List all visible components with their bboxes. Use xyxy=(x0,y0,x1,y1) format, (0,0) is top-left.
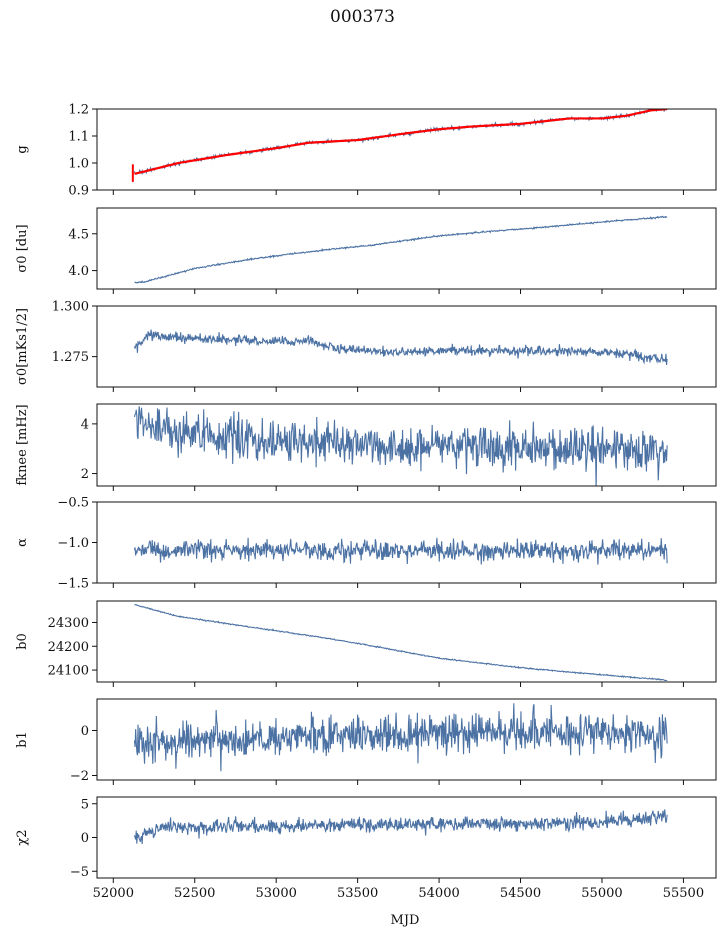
y-axis-label-alpha: α xyxy=(15,538,30,547)
ytick-label: 5 xyxy=(81,797,89,812)
panel-frame-sigma0-du xyxy=(96,207,717,290)
ytick-label: 4 xyxy=(81,417,89,432)
series-line-sigma0-mk xyxy=(133,329,668,365)
fit-line-g xyxy=(134,109,668,175)
series-line-b1 xyxy=(133,703,668,772)
y-axis-label-chi2: χ2 xyxy=(15,829,30,845)
panel-frame-fknee xyxy=(96,403,717,487)
x-axis: 52000 52500 53000 53500 54000 54500 55000 55500 xyxy=(93,886,704,901)
ytick-label: 24200 xyxy=(48,640,89,655)
ytick-label: 24100 xyxy=(48,664,89,679)
ytick-label: 1.2 xyxy=(68,103,89,118)
y-axis-label-sigma0-du: σ0 [du] xyxy=(15,224,30,272)
panel-frame-alpha xyxy=(96,501,717,584)
xtick-label: 54500 xyxy=(500,886,541,901)
series-line-alpha xyxy=(133,537,668,565)
series-line-b0 xyxy=(134,603,668,682)
panel-frame-b1 xyxy=(96,698,717,781)
ytick-label: 1.300 xyxy=(52,300,89,315)
xtick-label: 53000 xyxy=(256,886,297,901)
xtick-label: 54000 xyxy=(418,886,459,901)
panel-frame-b0 xyxy=(96,600,717,683)
ytick-label: 2 xyxy=(81,467,89,482)
ytick-label: 4.0 xyxy=(68,264,89,279)
series-line-chi2 xyxy=(133,809,668,844)
series-line-fknee xyxy=(133,406,668,486)
y-axis-label-sigma0-mk: σ0[mKs1/2] xyxy=(15,308,30,385)
panel-sigma0-mk: 1.275 1.300 σ0[mKs1/2] xyxy=(15,300,717,392)
panel-g: 0.9 1.0 1.1 1.2 g xyxy=(15,103,717,199)
figure-title: 000373 xyxy=(330,7,395,27)
ytick-label: −1.0 xyxy=(57,536,89,551)
panel-frame-sigma0-mk xyxy=(96,305,717,388)
ytick-label: −5 xyxy=(70,865,89,880)
panel-frame-g xyxy=(96,108,717,191)
y-axis-label-g: g xyxy=(15,145,30,153)
panel-frame-chi2 xyxy=(96,796,717,879)
panel-chi2: −5 0 5 χ2 xyxy=(15,796,717,883)
ytick-label: −1.5 xyxy=(57,577,89,592)
y-axis-label-fknee: fknee [mHz] xyxy=(15,404,30,485)
ytick-label: 0.9 xyxy=(68,184,89,199)
ytick-label: 0 xyxy=(81,831,89,846)
ytick-label: 0 xyxy=(81,724,89,739)
xtick-label: 52500 xyxy=(174,886,215,901)
ytick-label: 1.0 xyxy=(68,157,89,172)
panel-b0: 24100 24200 24300 b0 xyxy=(15,600,717,687)
series-line-sigma0-du xyxy=(134,215,668,284)
ytick-label: 24300 xyxy=(48,616,89,631)
xtick-label: 52000 xyxy=(93,886,134,901)
ytick-label: −2 xyxy=(70,769,89,784)
panel-alpha: −1.5 −1.0 −0.5 α xyxy=(15,496,717,592)
ytick-label: 1.275 xyxy=(52,350,89,365)
x-axis-label: MJD xyxy=(391,913,420,928)
ytick-label: −0.5 xyxy=(57,496,89,511)
panel-fknee: 2 4 fknee [mHz] xyxy=(15,403,717,491)
y-axis-label-b1: b1 xyxy=(15,731,30,748)
ytick-label: 1.1 xyxy=(68,130,89,145)
panel-b1: −2 0 b1 xyxy=(15,698,717,785)
xtick-label: 55500 xyxy=(663,886,704,901)
xtick-label: 55000 xyxy=(581,886,622,901)
y-axis-label-b0: b0 xyxy=(15,633,30,650)
panel-sigma0-du: 4.0 4.5 σ0 [du] xyxy=(15,207,717,294)
ytick-label: 4.5 xyxy=(68,227,89,242)
xtick-label: 53500 xyxy=(337,886,378,901)
panels-group: 0.9 1.0 1.1 1.2 g 4.0 4.5 σ0 [du] 1.275 1.300 σ0[m… xyxy=(15,103,717,883)
